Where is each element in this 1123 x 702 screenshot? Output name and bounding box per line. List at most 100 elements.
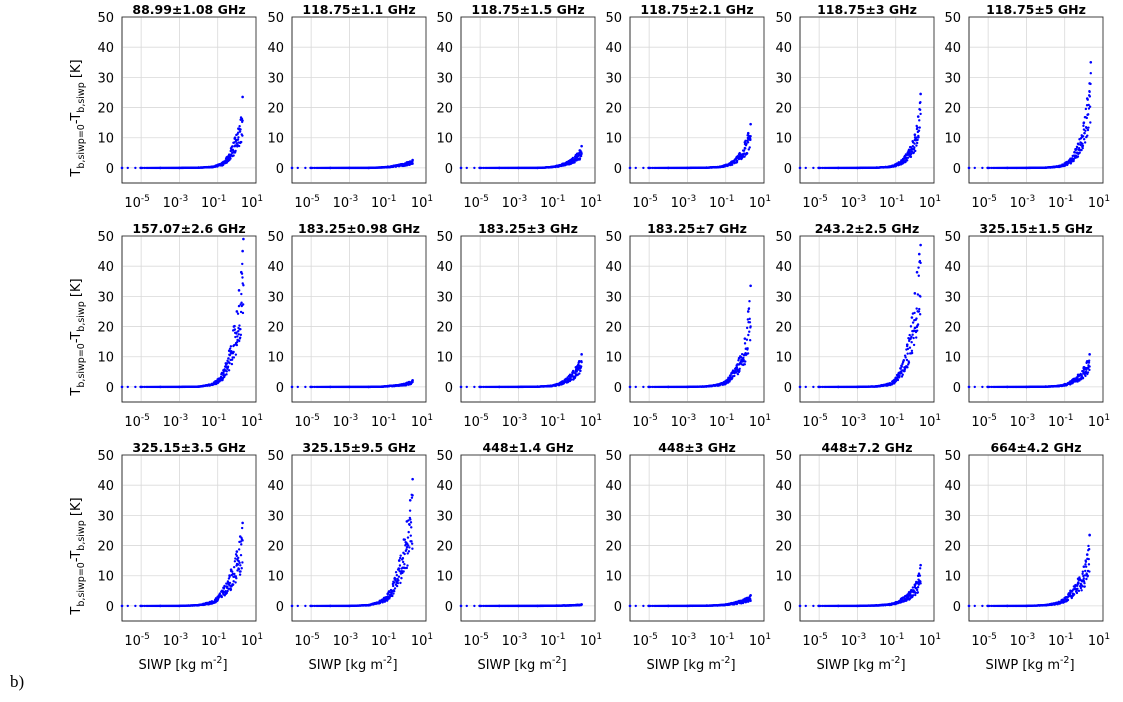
x-tick-label: 10-3 [671, 413, 697, 430]
x-tick-label: 10-5 [971, 413, 997, 430]
panel-title: 183.25±0.98 GHz [298, 221, 420, 236]
data-point [238, 125, 241, 128]
data-point [574, 603, 578, 607]
data-point [396, 581, 400, 585]
data-point [232, 565, 236, 569]
y-tick-label: 0 [106, 162, 114, 177]
data-point [1083, 141, 1087, 144]
data-point [736, 372, 740, 376]
y-tick-label: 10 [605, 351, 622, 366]
data-point [241, 262, 244, 266]
data-point [1086, 128, 1090, 132]
y-tick-label: 10 [267, 351, 284, 366]
data-point [1082, 124, 1085, 128]
data-point [1083, 131, 1086, 135]
data-point [410, 496, 414, 499]
y-tick-label: 50 [605, 11, 622, 26]
data-point [986, 166, 990, 170]
data-point [178, 166, 181, 170]
data-point [817, 385, 821, 389]
data-point [1082, 137, 1086, 141]
data-point [403, 552, 406, 556]
data-point [1088, 95, 1092, 98]
axes-box [629, 16, 765, 184]
y-tick-label: 10 [436, 570, 453, 585]
y-tick-label: 20 [97, 540, 114, 555]
y-tick-label: 30 [775, 509, 792, 524]
axes-frame [460, 16, 596, 184]
axes-box [121, 16, 257, 184]
x-tick-label: 10-3 [671, 194, 697, 211]
data-point [894, 162, 898, 166]
data-point [918, 108, 922, 111]
data-point [239, 570, 242, 573]
data-point [139, 166, 143, 170]
data-point [241, 539, 244, 542]
data-point [705, 166, 708, 169]
axes-box [968, 16, 1104, 184]
x-tick-label: 101 [411, 632, 433, 649]
data-point [405, 381, 409, 385]
data-point [241, 276, 244, 279]
data-point [397, 567, 401, 570]
data-point [120, 604, 124, 608]
data-point [686, 166, 689, 170]
x-tick-label: 10-3 [502, 632, 528, 649]
y-tick-label: 10 [267, 570, 284, 585]
data-point [391, 594, 394, 598]
y-tick-label: 20 [436, 540, 453, 555]
data-point [237, 131, 240, 134]
data-point [399, 383, 403, 386]
data-point [465, 604, 468, 608]
data-point [240, 543, 243, 546]
x-tick-label: 10-3 [841, 413, 867, 430]
data-point [240, 292, 243, 296]
panel-title: 448±1.4 GHz [482, 440, 573, 455]
data-point [1081, 376, 1085, 380]
data-point [906, 352, 909, 355]
y-tick-label: 50 [267, 230, 284, 245]
data-point [910, 349, 914, 353]
data-point [239, 118, 243, 121]
data-point [549, 165, 553, 169]
data-point [580, 152, 583, 156]
data-point [735, 159, 739, 163]
data-point [228, 575, 231, 578]
data-point [126, 604, 129, 608]
data-point [666, 385, 670, 389]
y-tick-label: 10 [775, 132, 792, 147]
y-tick-label: 0 [953, 381, 961, 396]
data-point [238, 573, 242, 576]
data-point [218, 592, 222, 595]
data-point [647, 604, 651, 608]
x-tick-label: 10-3 [163, 413, 189, 430]
data-point [628, 604, 632, 608]
data-point [1044, 166, 1047, 169]
data-point [233, 328, 237, 331]
data-point [908, 333, 911, 337]
y-tick-label: 40 [267, 260, 284, 275]
y-tick-label: 50 [267, 449, 284, 464]
data-point [981, 385, 984, 389]
x-tick-label: 10-5 [294, 194, 320, 211]
x-tick-label: 101 [1088, 194, 1110, 211]
x-tick-label: 10-5 [124, 413, 150, 430]
data-point [517, 604, 520, 608]
y-tick-label: 20 [605, 321, 622, 336]
panel-title: 448±3 GHz [658, 440, 736, 455]
data-point [1085, 116, 1089, 120]
y-tick-label: 50 [97, 11, 114, 26]
data-point [916, 138, 919, 142]
x-axis-label: SIWP [kg m-2] [646, 655, 735, 673]
data-point [309, 385, 313, 389]
data-point [748, 146, 751, 149]
x-tick-label: 10-3 [333, 413, 359, 430]
x-tick-label: 10-5 [124, 632, 150, 649]
data-point [393, 587, 397, 590]
data-point [909, 325, 913, 328]
data-point [459, 166, 463, 170]
data-point [407, 544, 410, 547]
data-point [411, 158, 414, 162]
